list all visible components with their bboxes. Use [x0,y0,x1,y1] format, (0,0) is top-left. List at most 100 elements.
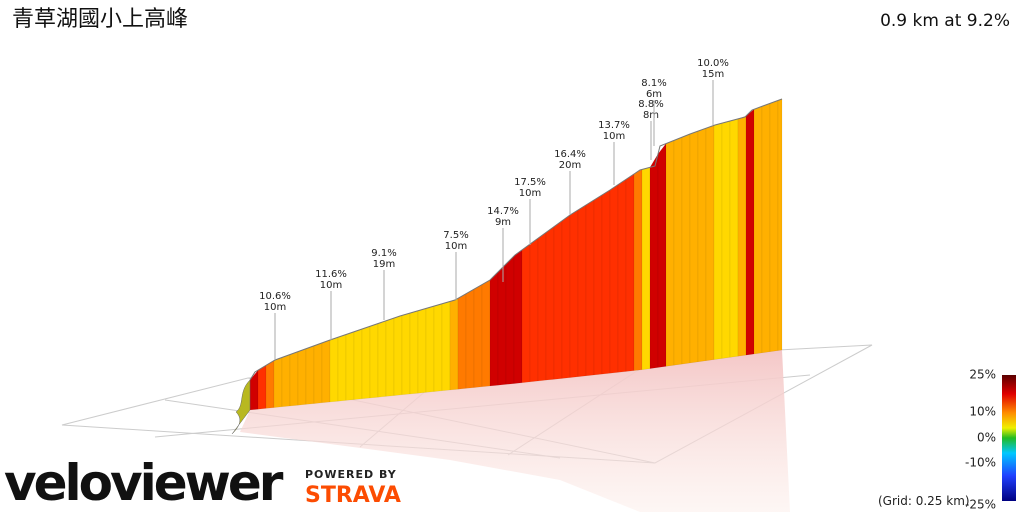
wall-strip [689,130,699,364]
annotation-grade: 16.4% [554,149,586,160]
legend-tick-label: 25% [969,368,996,382]
wall-strip [641,167,651,371]
legend-tick-label: -25% [965,498,996,512]
wall-strip [745,108,755,356]
wall-strip [473,284,483,388]
wall-strip [505,255,515,385]
annotation-gain: 10m [519,188,541,199]
wall-strip [401,312,411,396]
wall-strip [265,360,275,409]
wall-strip [705,125,715,361]
wall-strip [313,342,323,404]
wall-strip [409,310,419,395]
brand-logo: veloviewer [4,454,284,512]
wall-strip [361,325,371,400]
annotation-grade: 17.5% [514,177,546,188]
wall-strip [769,100,779,352]
annotation-grade: 13.7% [598,120,630,131]
wall-strip [585,199,595,377]
wall-strip [665,140,675,367]
wall-strip [537,231,547,382]
wall-strip [673,136,683,366]
wall-strip [609,184,619,374]
wall-strip [561,214,571,379]
annotation-gain: 10m [445,241,467,252]
shadow [240,350,790,512]
annotation-gain: 20m [559,160,581,171]
annotation-grade: 9.1% [371,248,396,259]
annotation-gain: 10m [264,302,286,313]
wall-strip [721,120,731,359]
wall-top [249,98,783,381]
wall-strip [497,263,507,386]
annotation-gain: 6m [646,89,662,100]
wall-strip [457,293,467,390]
legend-tick-label: -10% [965,456,996,470]
wall-strip [777,98,783,351]
start-curl [231,379,251,435]
wall-strip [385,317,395,397]
wall-strip [521,243,531,384]
wall-strip [553,220,563,380]
annotation-grade: 7.5% [443,230,468,241]
annotation-grade: 8.1% [641,78,666,89]
wall-strip [449,297,459,391]
wall-strip [305,345,315,405]
wall-strip [249,369,259,411]
profile-wall [231,98,783,435]
title: 青草湖國小上高峰 [12,7,188,32]
wall-strip [281,354,291,408]
wall-strip [273,357,283,408]
legend-scale [1002,375,1016,501]
wall-strip [489,271,499,387]
wall-strip [433,303,443,392]
annotation-gain: 19m [373,259,395,270]
wall-strip [601,189,611,375]
wall-strip [681,133,691,365]
annotation-gain: 8m [643,110,659,121]
wall-strip [713,122,723,360]
wall-strip [377,320,387,398]
wall-strip [545,226,555,381]
wall-strip [657,142,667,368]
legend-tick-label: 10% [969,405,996,419]
legend: 25% 10% 0% -10% -25% [965,368,996,512]
powered-by: POWERED BY [305,468,397,481]
summary: 0.9 km at 9.2% [880,11,1010,31]
wall-strip [297,348,307,406]
annotation-gain: 10m [320,280,342,291]
annotation-gain: 15m [702,69,724,80]
wall-strip [393,315,403,396]
annotation-grade: 8.8% [638,99,663,110]
wall-strip [737,115,747,357]
wall-strip [633,169,643,371]
wall-strip [417,308,427,394]
wall-strip [577,204,587,377]
wall-strip [345,331,355,401]
annotations: 10.6%10m11.6%10m9.1%19m7.5%10m14.7%9m17.… [259,58,729,360]
annotation-grade: 11.6% [315,269,347,280]
wall-strip [569,209,579,378]
wall-strip [729,118,739,358]
annotation-gain: 10m [603,131,625,142]
grid-note: (Grid: 0.25 km) [878,494,970,508]
wall-strip [593,194,603,376]
annotation-grade: 14.7% [487,206,519,217]
wall-strip [761,103,771,354]
wall-strip [617,178,627,373]
legend-tick-label: 0% [977,431,996,445]
wall-strip [289,351,299,407]
wall-strip [441,301,451,392]
wall-strip [337,334,347,402]
annotation-grade: 10.6% [259,291,291,302]
wall-strip [697,127,707,363]
annotation-gain: 9m [495,217,511,228]
wall-strip [369,323,379,399]
wall-strip [513,249,523,384]
wall-strip [753,105,763,355]
wall-strip [465,288,475,389]
wall-strip [481,279,491,388]
wall-strip [529,237,539,383]
wall-strip [329,336,339,403]
